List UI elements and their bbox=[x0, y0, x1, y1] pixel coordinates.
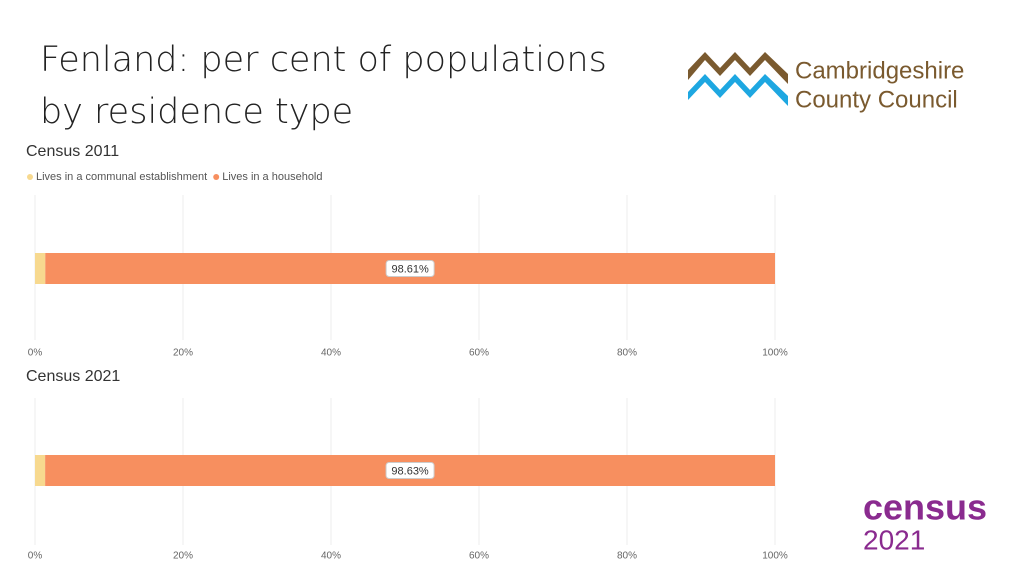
x-tick-label: 20% bbox=[173, 551, 193, 562]
value-label: 98.61% bbox=[391, 263, 429, 275]
legend-marker bbox=[213, 174, 220, 180]
value-label-box bbox=[385, 462, 435, 479]
x-tick-label: 80% bbox=[617, 348, 637, 359]
x-tick-label: 40% bbox=[321, 551, 341, 562]
logo-text: census bbox=[863, 487, 987, 528]
x-tick-label: 0% bbox=[28, 348, 43, 359]
x-tick-label: 100% bbox=[762, 348, 788, 359]
bar-segment bbox=[35, 455, 46, 486]
x-tick-label: 20% bbox=[173, 348, 193, 359]
council-logo: Cambridgeshire County Council bbox=[688, 52, 964, 113]
slide-title: Fenland: per cent of populations by resi… bbox=[40, 40, 607, 132]
chart-title: Census 2011 bbox=[26, 143, 119, 160]
legend-label: Lives in a household bbox=[222, 171, 322, 183]
x-tick-label: 100% bbox=[762, 551, 788, 562]
bar-segment bbox=[35, 253, 46, 284]
legend-marker bbox=[27, 174, 33, 180]
logo-shape bbox=[688, 52, 788, 84]
logo-text: 2021 bbox=[863, 524, 925, 555]
logo-text: Cambridgeshire bbox=[795, 57, 964, 84]
x-tick-label: 60% bbox=[469, 348, 489, 359]
x-tick-label: 0% bbox=[28, 551, 43, 562]
x-tick-label: 60% bbox=[469, 551, 489, 562]
logo-shape bbox=[688, 74, 788, 106]
chart-title: Census 2021 bbox=[26, 368, 120, 385]
x-tick-label: 80% bbox=[617, 551, 637, 562]
logo-text: County Council bbox=[795, 86, 958, 113]
x-tick-label: 40% bbox=[321, 348, 341, 359]
value-label-box bbox=[385, 260, 435, 277]
value-label: 98.63% bbox=[391, 465, 429, 477]
legend-label: Lives in a communal establishment bbox=[36, 171, 207, 183]
